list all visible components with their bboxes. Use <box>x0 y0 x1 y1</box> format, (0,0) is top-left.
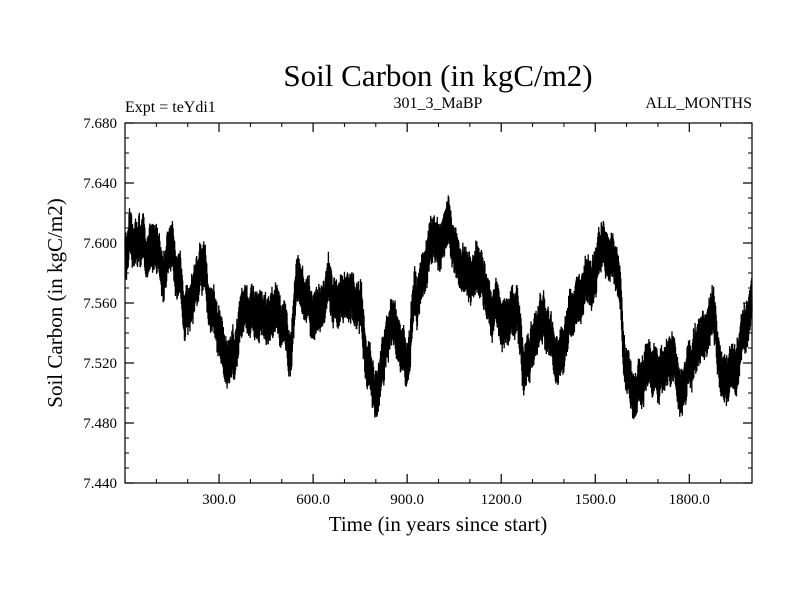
series-line-soil-carbon <box>124 195 753 420</box>
x-tick-label: 900.0 <box>390 492 424 508</box>
y-tick-label: 7.680 <box>83 116 117 132</box>
y-tick-label: 7.600 <box>83 236 117 252</box>
y-tick-label: 7.520 <box>83 356 117 372</box>
plot-frame <box>124 122 753 484</box>
period-label: 301_3_MaBP <box>394 95 483 112</box>
x-tick-label: 1200.0 <box>481 492 522 508</box>
y-tick-label: 7.560 <box>83 296 117 312</box>
x-tick-label: 1500.0 <box>575 492 616 508</box>
x-tick-label: 1800.0 <box>669 492 710 508</box>
y-tick-label: 7.480 <box>83 416 117 432</box>
series-layer <box>124 195 753 420</box>
months-label: ALL_MONTHS <box>645 95 752 112</box>
y-axis-label: Soil Carbon (in kgC/m2) <box>43 198 67 407</box>
x-axis-label: Time (in years since start) <box>329 512 548 536</box>
y-tick-label: 7.640 <box>83 176 117 192</box>
y-tick-label: 7.440 <box>83 476 117 492</box>
experiment-label: Expt = teYdi1 <box>125 99 216 116</box>
x-tick-label: 300.0 <box>202 492 236 508</box>
chart-title: Soil Carbon (in kgC/m2) <box>283 58 592 93</box>
x-tick-label: 600.0 <box>296 492 330 508</box>
